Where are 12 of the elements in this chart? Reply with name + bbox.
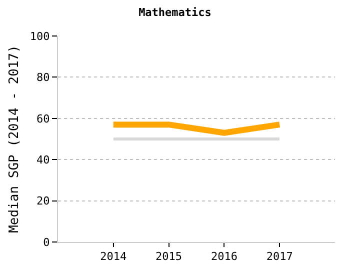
chart-title: Mathematics (138, 6, 212, 19)
y-tick-label: 100 (30, 30, 50, 43)
y-tick-label: 0 (43, 236, 50, 249)
y-axis-title: Median SGP (2014 - 2017) (6, 45, 22, 233)
x-tick-label: 2015 (156, 250, 182, 264)
x-tick-label: 2014 (100, 250, 128, 264)
y-tick-label: 60 (36, 112, 50, 126)
y-tick-label: 80 (36, 71, 50, 84)
y-tick-label: 40 (36, 153, 50, 166)
x-tick-label: 2017 (266, 250, 293, 264)
y-tick-label: 20 (36, 194, 50, 208)
x-tick-label: 2016 (210, 250, 238, 264)
